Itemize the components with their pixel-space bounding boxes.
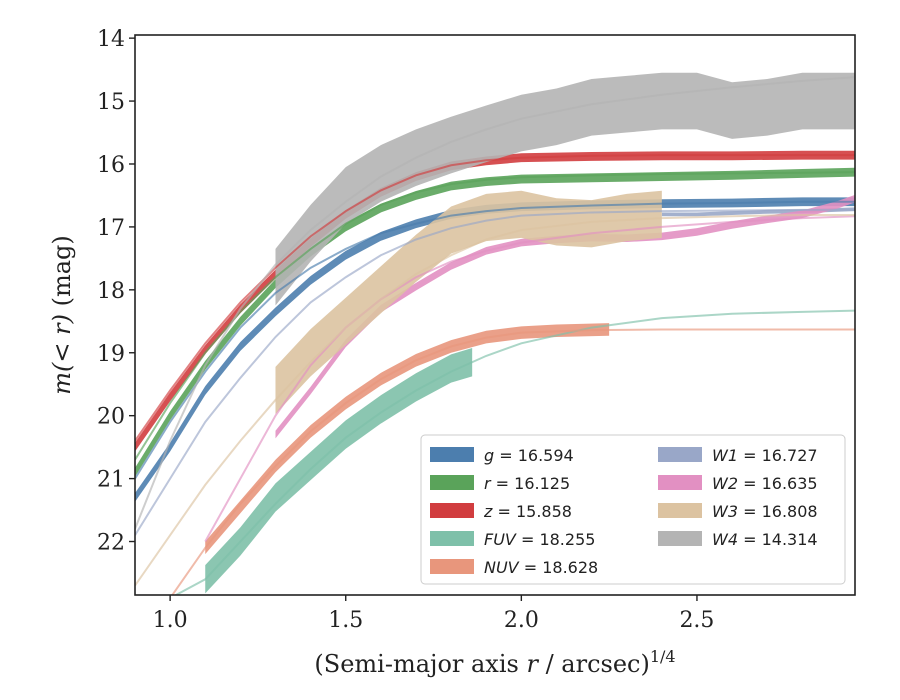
y-tick-label: 20 bbox=[97, 405, 125, 430]
legend-swatch-w4 bbox=[658, 531, 702, 546]
legend-label-w2: W2 = 16.635 bbox=[712, 474, 818, 493]
band-w3 bbox=[275, 190, 662, 415]
x-tick-label: 2.5 bbox=[679, 608, 714, 633]
x-tick-label: 2.0 bbox=[504, 608, 539, 633]
legend-swatch-z bbox=[430, 503, 474, 518]
legend: g = 16.594 r = 16.125 z = 15.858 FUV = 18.2… bbox=[420, 434, 846, 585]
y-tick-label: 14 bbox=[97, 27, 125, 52]
band-nuv bbox=[205, 323, 610, 555]
x-tick-label: 1.5 bbox=[328, 608, 363, 633]
band-fuv bbox=[205, 348, 473, 594]
legend-label-nuv: NUV = 18.628 bbox=[484, 558, 598, 577]
fit-g bbox=[135, 200, 855, 480]
fit-nuv bbox=[171, 328, 855, 595]
fit-w1 bbox=[135, 208, 855, 536]
legend-swatch-r bbox=[430, 475, 474, 490]
y-tick-label: 15 bbox=[97, 90, 125, 115]
plot-frame bbox=[134, 34, 856, 596]
legend-swatch-g bbox=[430, 447, 474, 462]
y-tick-label: 21 bbox=[97, 468, 125, 493]
legend-swatch-nuv bbox=[430, 559, 474, 574]
legend-label-w3: W3 = 16.808 bbox=[712, 502, 818, 521]
fit-z bbox=[135, 154, 855, 442]
x-axis-title: (Semi-major axis r / arcsec)1/4 bbox=[314, 647, 675, 678]
legend-swatch-w3 bbox=[658, 503, 702, 518]
legend-label-z: z = 15.858 bbox=[483, 502, 572, 521]
legend-box bbox=[420, 434, 846, 585]
fit-w3 bbox=[135, 213, 855, 587]
legend-swatch-fuv bbox=[430, 531, 474, 546]
y-tick-label: 16 bbox=[97, 153, 125, 178]
band-w4 bbox=[275, 72, 855, 306]
y-tick-label: 22 bbox=[97, 531, 125, 556]
legend-swatch-w1 bbox=[658, 447, 702, 462]
legend-label-fuv: FUV = 18.255 bbox=[484, 530, 595, 549]
x-tick-label: 1.0 bbox=[153, 608, 188, 633]
legend-label-r: r = 16.125 bbox=[484, 474, 570, 493]
model-fit-curves bbox=[135, 76, 855, 595]
y-tick-label: 18 bbox=[97, 279, 125, 304]
fit-w4 bbox=[135, 76, 855, 530]
y-tick-label: 17 bbox=[97, 216, 125, 241]
legend-swatch-w2 bbox=[658, 475, 702, 490]
x-axis-ticks: 1.0 1.5 2.0 2.5 bbox=[153, 595, 714, 633]
y-axis-title: m(< r) (mag) bbox=[48, 235, 76, 395]
legend-label-w4: W4 = 14.314 bbox=[712, 530, 818, 549]
fit-r bbox=[135, 171, 855, 461]
fit-fuv bbox=[173, 309, 855, 595]
y-tick-label: 19 bbox=[97, 342, 125, 367]
band-g bbox=[135, 197, 855, 502]
fit-w2 bbox=[204, 215, 855, 543]
y-axis-ticks: 14 15 16 17 18 19 20 21 22 bbox=[97, 27, 135, 556]
legend-label-g: g = 16.594 bbox=[484, 446, 574, 465]
legend-label-w1: W1 = 16.727 bbox=[712, 446, 818, 465]
